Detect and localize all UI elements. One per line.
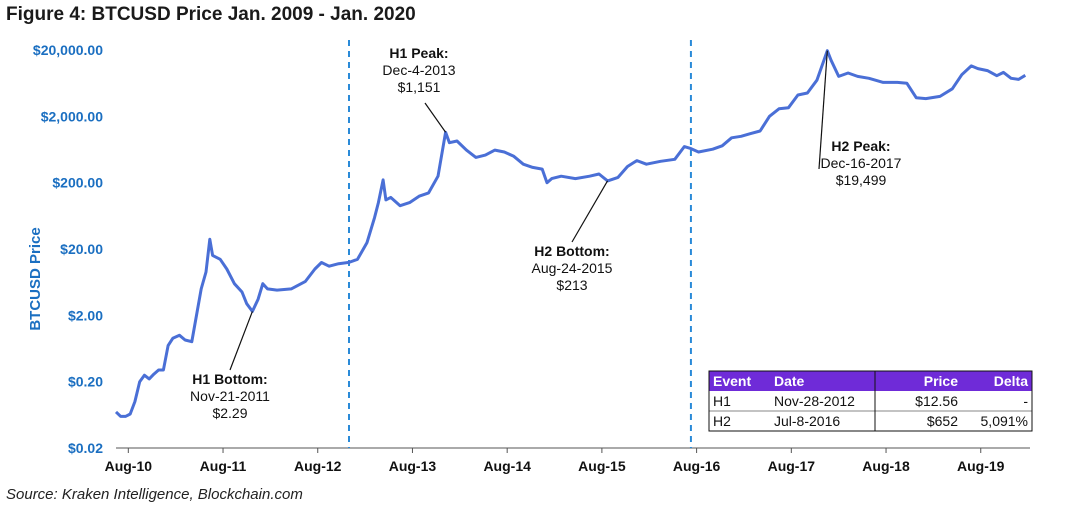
annotation-h1-bottom-line-0: H1 Bottom: xyxy=(192,371,267,387)
annotation-leader-line xyxy=(571,180,609,243)
y-tick-label: $2.00 xyxy=(68,307,103,323)
table-header-cell: Price xyxy=(924,373,958,389)
table-header-cell: Event xyxy=(713,373,751,389)
x-tick-label: Aug-18 xyxy=(862,458,910,474)
annotation-leader-line xyxy=(424,102,447,133)
x-tick-label: Aug-17 xyxy=(768,458,816,474)
x-tick-label: Aug-16 xyxy=(673,458,721,474)
x-tick-label: Aug-15 xyxy=(578,458,626,474)
table-header-cell: Delta xyxy=(994,373,1028,389)
x-tick-label: Aug-10 xyxy=(105,458,153,474)
table-cell: $652 xyxy=(927,413,958,429)
annotation-h2-bottom-line-2: $213 xyxy=(556,277,587,293)
annotation-h2-peak-line-1: Dec-16-2017 xyxy=(821,155,902,171)
x-tick-label: Aug-12 xyxy=(294,458,342,474)
annotation-h2-peak-line-2: $19,499 xyxy=(836,172,887,188)
table-cell: H1 xyxy=(713,393,731,409)
x-tick-label: Aug-11 xyxy=(200,458,247,474)
annotation-h1-peak-line-0: H1 Peak: xyxy=(389,45,448,61)
btcusd-price-line xyxy=(114,49,1027,418)
table-header-cell: Date xyxy=(774,373,805,389)
source-note: Source: Kraken Intelligence, Blockchain.… xyxy=(6,486,303,503)
y-tick-label: $200.00 xyxy=(52,175,103,191)
x-tick-label: Aug-13 xyxy=(389,458,437,474)
table-header-bg xyxy=(709,371,1032,391)
annotation-h1-peak-line-1: Dec-4-2013 xyxy=(382,62,455,78)
annotation-leader-line xyxy=(229,311,253,371)
y-tick-label: $20.00 xyxy=(60,241,103,257)
chart-title: Figure 4: BTCUSD Price Jan. 2009 - Jan. … xyxy=(6,4,416,25)
annotation-h2-bottom-line-0: H2 Bottom: xyxy=(534,243,609,259)
table-cell: Jul-8-2016 xyxy=(774,413,840,429)
annotation-h1-peak-line-2: $1,151 xyxy=(398,79,441,95)
annotation-leader-line xyxy=(818,50,828,170)
x-tick-label: Aug-19 xyxy=(957,458,1005,474)
y-tick-label: $0.02 xyxy=(68,440,103,456)
y-axis-label: BTCUSD Price xyxy=(27,227,44,330)
table-cell: 5,091% xyxy=(981,413,1028,429)
annotation-h1-bottom-line-2: $2.29 xyxy=(212,405,247,421)
table-cell: Nov-28-2012 xyxy=(774,393,855,409)
table-border xyxy=(708,370,1033,432)
y-tick-label: $0.20 xyxy=(68,374,103,390)
annotation-h2-peak-line-0: H2 Peak: xyxy=(831,138,890,154)
y-tick-label: $2,000.00 xyxy=(41,108,103,124)
table-cell: H2 xyxy=(713,413,731,429)
table-cell: - xyxy=(1023,393,1028,409)
x-tick-label: Aug-14 xyxy=(483,458,531,474)
y-tick-label: $20,000.00 xyxy=(33,42,103,58)
table-cell: $12.56 xyxy=(915,393,958,409)
annotation-h1-bottom-line-1: Nov-21-2011 xyxy=(190,388,270,404)
annotation-h2-bottom-line-1: Aug-24-2015 xyxy=(532,260,613,276)
